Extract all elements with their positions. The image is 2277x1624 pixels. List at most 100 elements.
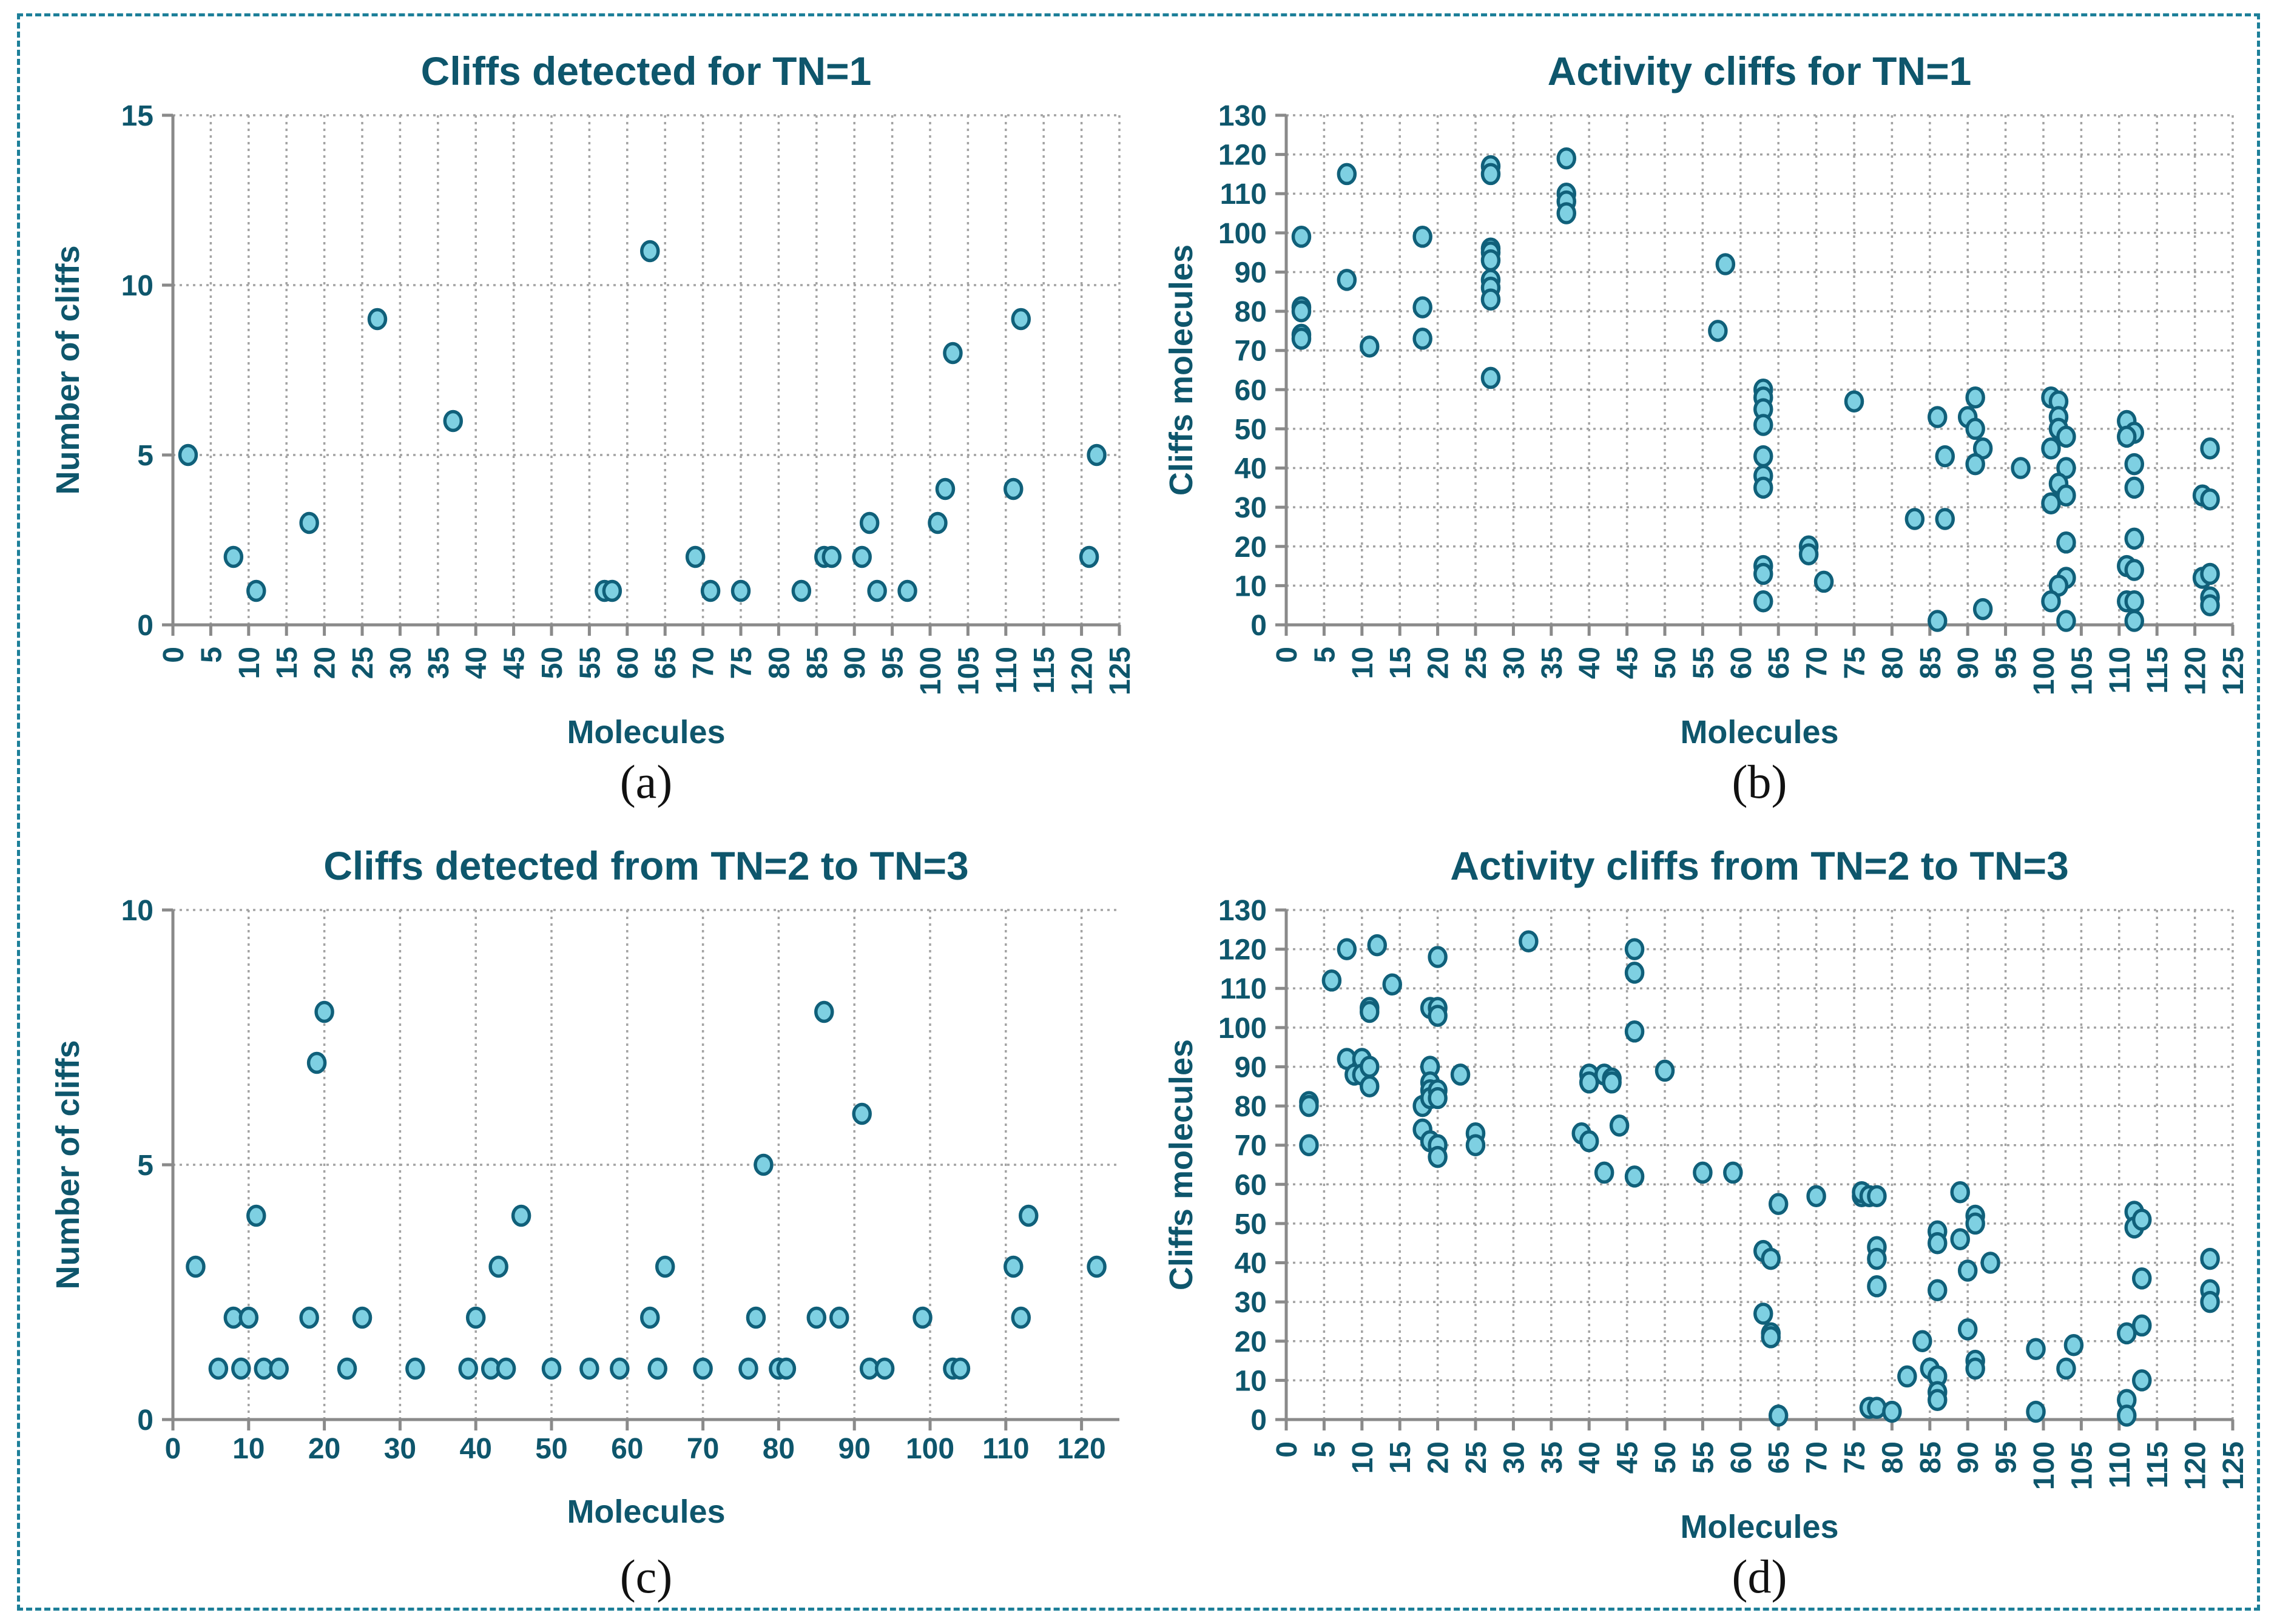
data-point xyxy=(2124,590,2145,613)
y-tick-label: 110 xyxy=(1220,973,1267,1005)
y-tick-label: 30 xyxy=(1235,492,1267,524)
data-point xyxy=(1594,1161,1614,1184)
x-tick-label: 0 xyxy=(158,647,190,663)
y-axis-title-d: Cliffs molecules xyxy=(1163,1039,1199,1290)
data-point xyxy=(1337,938,1357,960)
x-tick-label: 45 xyxy=(1612,647,1644,679)
y-tick-label: 100 xyxy=(1218,218,1267,250)
data-point xyxy=(776,1357,797,1380)
y-tick-label: 0 xyxy=(137,1404,153,1437)
x-tick-label: 0 xyxy=(1271,647,1303,663)
data-point xyxy=(1806,1185,1826,1207)
x-tick-label: 35 xyxy=(1536,1441,1568,1474)
data-point xyxy=(1428,1005,1448,1027)
data-point xyxy=(746,1306,766,1329)
x-tick-label: 55 xyxy=(1687,647,1719,679)
data-point xyxy=(1519,930,1539,952)
data-point xyxy=(738,1357,758,1380)
x-tick-label: 60 xyxy=(612,647,644,679)
y-tick-label: 40 xyxy=(1235,453,1267,485)
x-tick-label: 5 xyxy=(1309,647,1341,663)
data-point xyxy=(1367,934,1388,957)
data-point xyxy=(602,579,622,602)
data-point xyxy=(465,1306,486,1329)
data-point xyxy=(852,545,872,568)
data-point xyxy=(1018,1204,1039,1227)
data-point xyxy=(1450,1063,1471,1086)
x-tick-label: 50 xyxy=(1650,1441,1682,1474)
data-point xyxy=(1957,1318,1978,1341)
data-point xyxy=(1813,570,1834,593)
x-tick-label: 125 xyxy=(1104,647,1136,695)
data-point xyxy=(1897,1365,1917,1388)
data-point xyxy=(950,1357,971,1380)
x-tick-label: 105 xyxy=(2066,647,2098,695)
x-tick-label: 20 xyxy=(1423,647,1455,679)
data-point xyxy=(1867,1275,1887,1298)
data-point xyxy=(2200,1290,2220,1313)
y-tick-label: 0 xyxy=(137,610,153,642)
x-axis-title-c: Molecules xyxy=(567,1494,725,1530)
x-tick-label: 90 xyxy=(838,1433,871,1465)
data-point xyxy=(1965,1357,1985,1380)
data-point xyxy=(1480,249,1501,272)
data-point xyxy=(943,342,963,365)
x-tick-label: 75 xyxy=(1839,1441,1871,1474)
data-point xyxy=(867,579,887,602)
y-tick-label: 130 xyxy=(1218,100,1267,132)
x-tick-label: 50 xyxy=(535,1433,567,1465)
panel-letter-a: (a) xyxy=(620,755,673,808)
data-point xyxy=(2200,437,2220,460)
data-point xyxy=(2131,1314,2152,1337)
data-point xyxy=(685,545,706,568)
data-point xyxy=(1867,1185,1887,1207)
data-point xyxy=(1624,938,1645,960)
y-tick-label: 120 xyxy=(1218,140,1267,172)
chart-title-a: Cliffs detected for TN=1 xyxy=(421,49,872,93)
data-point xyxy=(730,579,751,602)
data-point xyxy=(1753,590,1773,613)
data-point xyxy=(2041,437,2061,460)
data-point xyxy=(1087,443,1107,467)
x-tick-label: 25 xyxy=(347,647,379,679)
data-point xyxy=(1928,610,1948,632)
x-tick-label: 15 xyxy=(1385,1441,1417,1474)
x-tick-label: 60 xyxy=(1725,1441,1758,1474)
x-tick-label: 90 xyxy=(839,647,871,679)
data-point xyxy=(874,1357,895,1380)
y-tick-label: 50 xyxy=(1235,414,1267,446)
x-tick-label: 70 xyxy=(1801,1441,1833,1474)
x-tick-label: 95 xyxy=(1991,647,2023,679)
x-tick-label: 95 xyxy=(877,647,909,679)
y-tick-label: 5 xyxy=(137,440,153,472)
x-tick-label: 25 xyxy=(1460,1441,1493,1474)
data-point xyxy=(791,579,812,602)
x-tick-label: 20 xyxy=(1423,1441,1455,1474)
data-point xyxy=(1624,1165,1645,1188)
data-point xyxy=(1412,296,1432,318)
data-point xyxy=(178,443,198,467)
data-point xyxy=(2131,1208,2152,1231)
data-point xyxy=(912,1306,933,1329)
data-point xyxy=(1624,1020,1645,1043)
data-point xyxy=(579,1357,599,1380)
data-point xyxy=(2200,562,2220,585)
x-tick-label: 40 xyxy=(460,647,493,679)
y-tick-label: 20 xyxy=(1235,1326,1267,1358)
data-point xyxy=(821,545,842,568)
data-point xyxy=(405,1357,425,1380)
data-point xyxy=(2063,1333,2084,1356)
y-tick-label: 5 xyxy=(137,1150,153,1182)
data-point xyxy=(693,1357,713,1380)
x-tick-label: 10 xyxy=(232,1433,265,1465)
panel-letter-c: (c) xyxy=(620,1550,673,1603)
data-point xyxy=(806,1306,827,1329)
data-point xyxy=(1556,202,1577,224)
data-point xyxy=(1768,1404,1789,1427)
x-tick-label: 120 xyxy=(2180,1441,2212,1490)
data-point xyxy=(1715,253,1736,275)
data-point xyxy=(246,579,266,602)
